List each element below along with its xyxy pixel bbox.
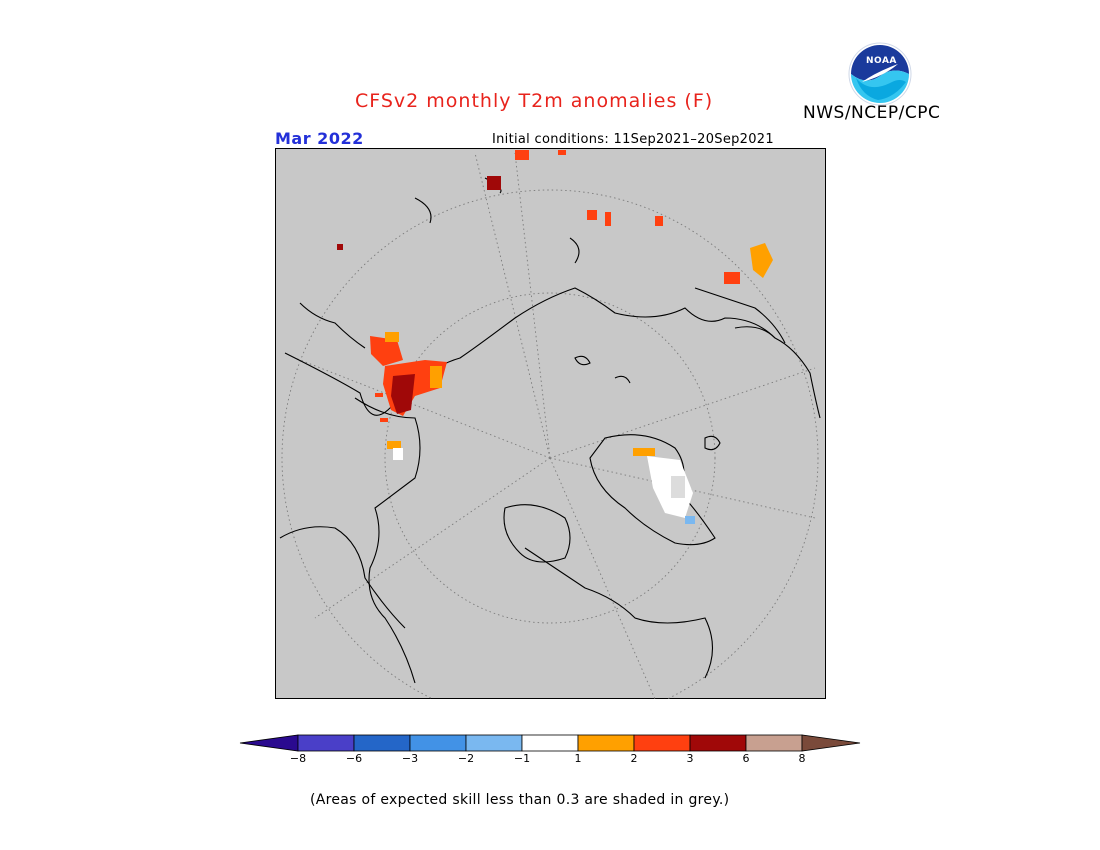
colorbar-segment: [409, 734, 467, 752]
anomaly-patch-neutral-light: [671, 476, 685, 498]
colorbar-tick-label: 3: [686, 752, 694, 765]
colorbar-segment: [689, 734, 747, 752]
scandinavia-peninsula: [694, 287, 786, 344]
anomaly-patch-1to2: [750, 243, 773, 278]
anomaly-patch-1to2: [633, 448, 655, 456]
colorbar: [239, 734, 861, 752]
colorbar-tick-label: 2: [630, 752, 638, 765]
colorbar-segment: [801, 734, 861, 752]
anomaly-patch-neutral: [393, 448, 403, 460]
anomaly-patch-2to3: [587, 210, 597, 220]
eurasia-coast: [284, 287, 821, 419]
map-frame: [275, 148, 826, 699]
graticule: [281, 152, 819, 699]
anomaly-patch-1to2: [430, 366, 442, 388]
colorbar-tick-label: −6: [345, 752, 363, 765]
anomaly-patches: [337, 150, 773, 524]
noaa-logo-text: NOAA: [866, 56, 897, 66]
colorbar-tick-label: 1: [574, 752, 582, 765]
anomaly-patch-2to3: [724, 272, 740, 284]
colorbar-tick-label: 6: [742, 752, 750, 765]
arctic-archipelago: [503, 504, 571, 563]
anomaly-patch-3to6: [337, 244, 343, 250]
polar-anomaly-map: [275, 148, 826, 699]
colorbar-segment: [521, 734, 579, 752]
anomaly-patch-3to6: [487, 176, 501, 190]
noaa-logo: [848, 42, 912, 106]
colorbar-tick-label: −3: [401, 752, 419, 765]
anomaly-patch-3to6: [391, 374, 415, 414]
anomaly-patch-2to3: [655, 216, 663, 226]
colorbar-segment: [239, 734, 299, 752]
colorbar-segment: [353, 734, 411, 752]
anomaly-patch-2to3: [380, 418, 388, 422]
meridian: [474, 152, 551, 459]
anomaly-patch-2to3: [558, 150, 566, 155]
scandinavia-coast: [299, 302, 366, 349]
meridian: [549, 367, 816, 459]
agency-label: NWS/NCEP/CPC: [803, 103, 941, 123]
meridian: [514, 152, 551, 459]
anomaly-patch-2to3: [515, 150, 529, 160]
anomaly-patch-neutral: [647, 456, 693, 518]
colorbar-tick-label: −1: [513, 752, 531, 765]
colorbar-segment: [465, 734, 523, 752]
anomaly-patch-minus1to2: [685, 516, 695, 524]
anomaly-patch-1to2: [385, 332, 399, 342]
greenland-coast: [589, 434, 716, 546]
svalbard: [574, 355, 631, 384]
meridian: [549, 457, 656, 699]
latitude-circle-inner: [384, 292, 716, 624]
anomaly-patch-2to3: [605, 212, 611, 226]
footnote: (Areas of expected skill less than 0.3 a…: [310, 792, 730, 808]
meridian: [294, 357, 551, 459]
colorbar-tick-label: −2: [457, 752, 475, 765]
alaska-coast: [279, 526, 406, 629]
north-america-west-coast: [354, 397, 421, 684]
initial-conditions-label: Initial conditions: 11Sep2021–20Sep2021: [492, 132, 774, 147]
colorbar-segment: [633, 734, 691, 752]
colorbar-segment: [745, 734, 803, 752]
valid-month-label: Mar 2022: [275, 129, 364, 148]
anomaly-patch-2to3: [375, 393, 383, 397]
colorbar-tick-label: 8: [798, 752, 806, 765]
iceland: [704, 435, 721, 451]
colorbar-segment: [577, 734, 635, 752]
anomaly-patch-2to3: [370, 336, 403, 366]
map-title: CFSv2 monthly T2m anomalies (F): [355, 90, 714, 112]
colorbar-tick-label: −8: [289, 752, 307, 765]
canada-hudson-coast: [524, 547, 713, 679]
colorbar-segment: [297, 734, 355, 752]
coastlines: [279, 177, 821, 684]
anomaly-patch-1to2: [387, 441, 401, 449]
latitude-circle-outer: [281, 189, 819, 699]
